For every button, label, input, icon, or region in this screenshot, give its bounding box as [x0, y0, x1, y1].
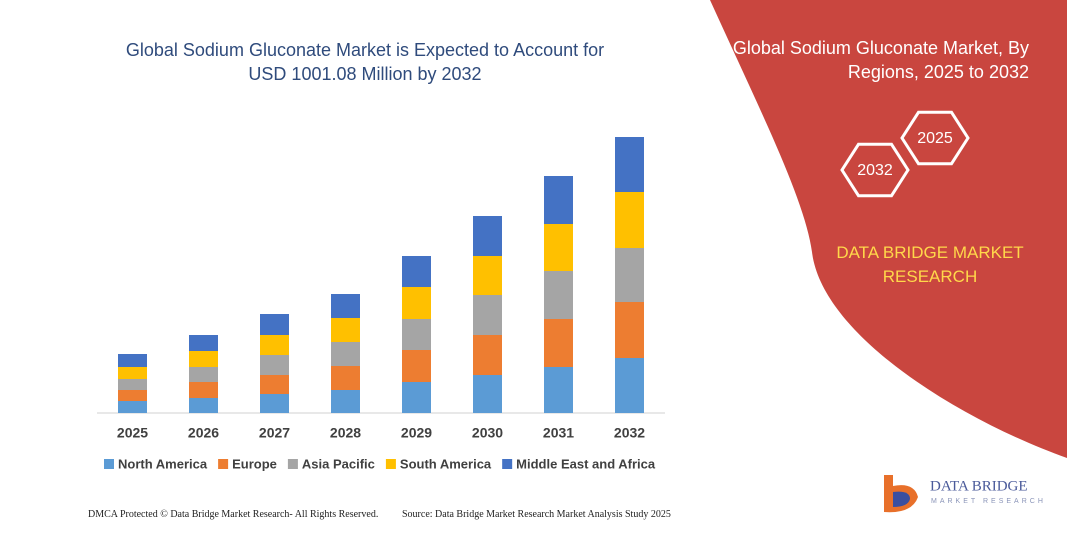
bar-segment — [402, 287, 431, 319]
bar-segment — [189, 382, 218, 398]
bar-segment — [615, 358, 644, 413]
legend-swatch — [502, 459, 513, 469]
hexagon — [840, 142, 910, 198]
bar-segment — [189, 398, 218, 413]
bar-segment — [331, 294, 360, 318]
bar-segment — [189, 351, 218, 367]
bar-segment — [615, 302, 644, 358]
bar-segment — [402, 319, 431, 350]
footer-left: DMCA Protected © Data Bridge Market Rese… — [88, 509, 379, 520]
x-tick-label: 2027 — [259, 425, 290, 441]
bar-segment — [615, 248, 644, 302]
x-tick-label: 2028 — [330, 425, 361, 441]
legend-swatch — [218, 459, 229, 469]
bar-segment — [189, 367, 218, 382]
bar-segment — [260, 375, 289, 394]
x-tick-label: 2029 — [401, 425, 432, 441]
legend-label: Middle East and Africa — [516, 456, 656, 471]
bar-segment — [473, 216, 502, 256]
legend-label: South America — [400, 456, 492, 471]
bar-segment — [260, 335, 289, 355]
bar-segment — [615, 192, 644, 248]
hexagon — [900, 110, 970, 166]
legend-label: North America — [118, 456, 208, 471]
bar-segment — [544, 176, 573, 224]
x-tick-label: 2025 — [117, 425, 148, 441]
bar-segment — [331, 342, 360, 366]
legend-label: Europe — [232, 456, 277, 471]
legend-swatch — [287, 459, 298, 469]
logo-tagline: MARKET RESEARCH — [931, 498, 1046, 505]
bar-segment — [260, 355, 289, 375]
footer-right: Source: Data Bridge Market Research Mark… — [402, 509, 671, 520]
bar-segment — [544, 271, 573, 319]
bar-segment — [473, 375, 502, 413]
bar-segment — [118, 390, 147, 401]
x-tick-label: 2031 — [543, 425, 574, 441]
x-tick-label: 2030 — [472, 425, 503, 441]
x-tick-label: 2026 — [188, 425, 219, 441]
legend-swatch — [104, 459, 114, 469]
bar-segment — [331, 318, 360, 342]
logo-icon — [893, 491, 910, 507]
legend-label: Asia Pacific — [302, 456, 375, 471]
bar-segment — [402, 350, 431, 382]
bar-segment — [331, 390, 360, 413]
bar-segment — [118, 367, 147, 379]
bar-segment — [118, 354, 147, 367]
bar-segment — [331, 366, 360, 390]
bar-segment — [544, 319, 573, 367]
bar-segment — [118, 401, 147, 413]
brand: DATA BRIDGE MARKET RESEARCH — [836, 243, 1024, 286]
bar-segment — [118, 379, 147, 390]
bar-segment — [544, 367, 573, 413]
bar-segment — [189, 335, 218, 351]
chart-title: Global Sodium Gluconate Market is Expect… — [125, 40, 605, 84]
bar-segment — [473, 256, 502, 295]
hexagon-label: 2025 — [917, 130, 953, 147]
bar-segment — [402, 256, 431, 287]
panel-title: Global Sodium Gluconate Market, By Regio… — [732, 38, 1029, 82]
bar-segment — [473, 295, 502, 335]
bar-segment — [615, 137, 644, 192]
bar-segment — [402, 382, 431, 413]
x-tick-label: 2032 — [614, 425, 645, 441]
bar-segment — [473, 335, 502, 375]
bar-segment — [260, 314, 289, 335]
hexagon-label: 2032 — [857, 162, 893, 179]
bar-segment — [544, 224, 573, 271]
red-panel — [710, 0, 1067, 458]
bar-segment — [260, 394, 289, 413]
logo-name: DATA BRIDGE — [930, 478, 1028, 494]
legend-swatch — [385, 459, 396, 469]
